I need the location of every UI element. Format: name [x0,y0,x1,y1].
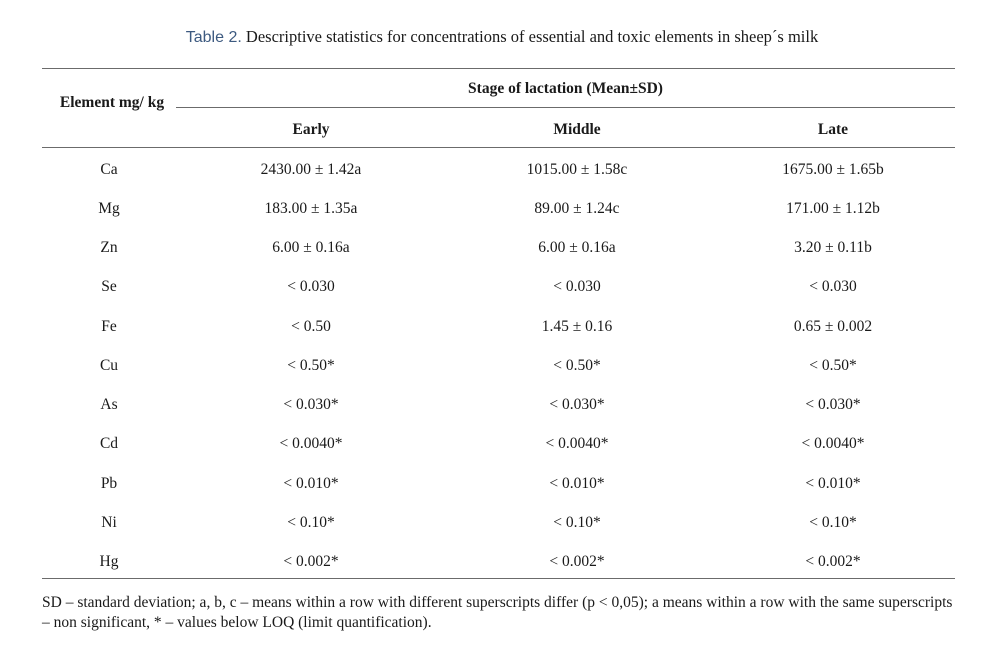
cell-late: 3.20 ± 0.11b [794,239,872,256]
cell-early: < 0.030 [287,278,335,295]
table-row: Ca 2430.00 ± 1.42a 1015.00 ± 1.58c 1675.… [42,150,955,189]
cell-middle: 1.45 ± 0.16 [541,318,613,335]
header-late: Late [817,121,849,138]
cell-element: Se [101,278,117,295]
cell-early: < 0.50 [291,318,331,335]
cell-middle: 6.00 ± 0.16a [538,239,616,256]
header-element: Element mg/ kg [59,94,165,111]
table-row: Fe < 0.50 1.45 ± 0.16 0.65 ± 0.002 [42,307,955,346]
cell-late: < 0.030* [805,396,861,413]
cell-early: < 0.50* [287,357,335,374]
cell-late: < 0.10* [809,514,857,531]
table-row: Cd < 0.0040* < 0.0040* < 0.0040* [42,424,955,463]
table-row: Zn 6.00 ± 0.16a 6.00 ± 0.16a 3.20 ± 0.11… [42,228,955,267]
cell-late: < 0.0040* [801,435,865,452]
table-row: Se < 0.030 < 0.030 < 0.030 [42,267,955,306]
cell-element: Ni [101,514,117,531]
header-middle: Middle [553,121,601,138]
cell-late: < 0.002* [805,553,861,570]
cell-late: 1675.00 ± 1.65b [782,161,884,178]
table-top-rule [42,68,955,69]
cell-late: 171.00 ± 1.12b [786,200,880,217]
cell-middle: < 0.0040* [545,435,609,452]
table-caption: Table 2. Descriptive statistics for conc… [0,27,1004,47]
cell-late: 0.65 ± 0.002 [793,318,873,335]
table-row: Cu < 0.50* < 0.50* < 0.50* [42,346,955,385]
table-row: Ni < 0.10* < 0.10* < 0.10* [42,503,955,542]
cell-late: < 0.50* [809,357,857,374]
cell-element: Cu [99,357,119,374]
cell-element: As [100,396,118,413]
cell-element: Fe [101,318,117,335]
cell-early: < 0.030* [283,396,339,413]
cell-early: < 0.010* [283,475,339,492]
cell-late: < 0.010* [805,475,861,492]
cell-middle: < 0.002* [549,553,605,570]
cell-middle: 89.00 ± 1.24c [534,200,620,217]
table-row: As < 0.030* < 0.030* < 0.030* [42,385,955,424]
cell-early: 2430.00 ± 1.42a [260,161,362,178]
header-stage-of-lactation: Stage of lactation (Mean±SD) [468,80,663,97]
cell-middle: < 0.010* [549,475,605,492]
cell-element: Cd [99,435,119,452]
table-caption-label: Table 2. [185,29,242,46]
cell-element: Pb [100,475,118,492]
table-row: Pb < 0.010* < 0.010* < 0.010* [42,464,955,503]
cell-late: < 0.030 [809,278,857,295]
cell-middle: < 0.50* [553,357,601,374]
table-row: Hg < 0.002* < 0.002* < 0.002* [42,542,955,581]
cell-element: Zn [100,239,118,256]
cell-middle: < 0.030 [553,278,601,295]
cell-early: 6.00 ± 0.16a [272,239,350,256]
table-row: Mg 183.00 ± 1.35a 89.00 ± 1.24c 171.00 ±… [42,189,955,228]
cell-middle: < 0.030* [549,396,605,413]
header-group-rule [176,107,955,108]
cell-element: Hg [99,553,119,570]
cell-element: Mg [98,200,120,217]
table-bottom-rule [42,578,955,579]
cell-early: < 0.0040* [279,435,343,452]
cell-element: Ca [100,161,118,178]
header-bottom-rule [42,147,955,148]
cell-early: < 0.10* [287,514,335,531]
table-caption-text: Descriptive statistics for concentration… [245,27,819,46]
header-early: Early [292,121,330,138]
cell-early: < 0.002* [283,553,339,570]
cell-early: 183.00 ± 1.35a [264,200,358,217]
cell-middle: < 0.10* [553,514,601,531]
cell-middle: 1015.00 ± 1.58c [526,161,628,178]
table-footnote: SD – standard deviation; a, b, c – means… [42,594,953,631]
